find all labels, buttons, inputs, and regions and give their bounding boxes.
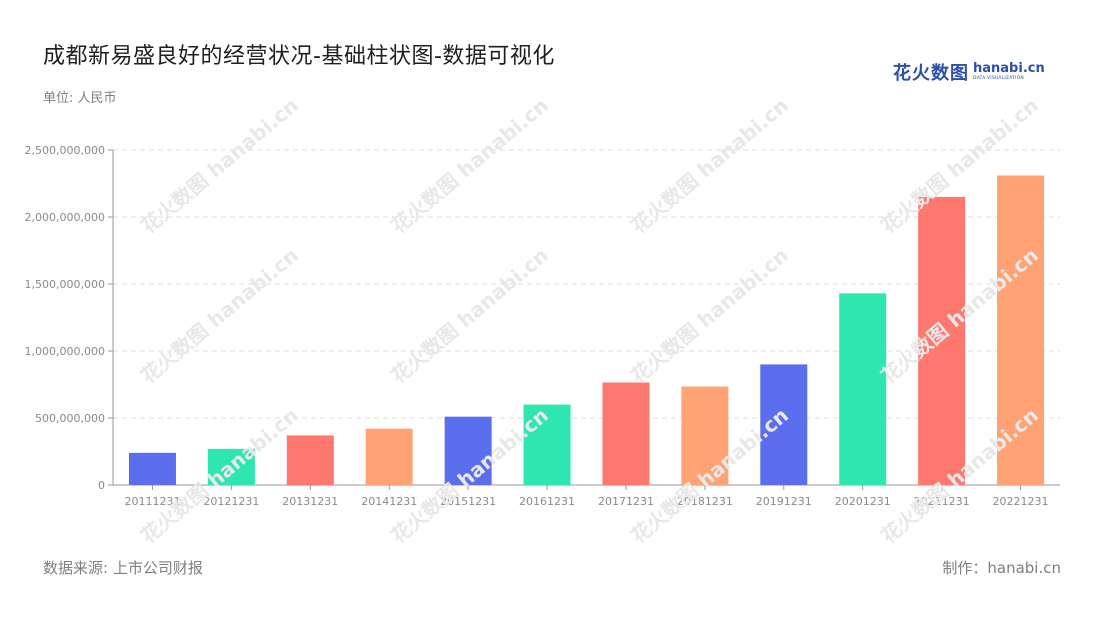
x-tick-label: 20121231 [203,495,259,508]
x-tick-label: 20211231 [914,495,970,508]
data-source: 数据来源: 上市公司财报 [43,559,203,577]
brand-en-block: hanabi.cn DATA VISUALIZATION [973,62,1045,82]
brand-subtitle: DATA VISUALIZATION [973,76,1024,82]
brand-en-text: hanabi.cn [973,61,1045,77]
bar [602,382,650,485]
y-tick-label: 1,000,000,000 [25,345,105,358]
y-tick-label: 1,500,000,000 [25,278,105,291]
x-tick-label: 20151231 [440,495,496,508]
x-tick-label: 20131231 [282,495,338,508]
bar [760,364,808,485]
bar [523,404,571,485]
x-tick-label: 20171231 [598,495,654,508]
bar [681,386,729,485]
bar [128,452,176,485]
brand-cn-text: 花火数图 [893,63,969,84]
x-tick-label: 20111231 [124,495,180,508]
x-tick-label: 20221231 [993,495,1049,508]
bar [365,428,413,485]
maker-credit: 制作：hanabi.cn [942,559,1061,577]
bar [286,435,334,485]
y-tick-label: 2,500,000,000 [25,144,105,157]
y-tick-label: 500,000,000 [35,412,105,425]
bar [918,196,966,485]
bar [207,448,255,485]
x-tick-label: 20141231 [361,495,417,508]
bar [839,293,887,485]
y-tick-label: 2,000,000,000 [25,211,105,224]
chart-title: 成都新易盛良好的经营状况-基础柱状图-数据可视化 [43,44,555,69]
y-tick-label: 0 [98,479,105,492]
x-tick-label: 20191231 [756,495,812,508]
x-tick-label: 20181231 [677,495,733,508]
bar [997,175,1045,485]
brand-logo: 花火数图 hanabi.cn DATA VISUALIZATION [893,58,1045,86]
x-tick-label: 20161231 [519,495,575,508]
unit-label: 单位: 人民币 [43,91,117,106]
x-tick-label: 20201231 [835,495,891,508]
bar [444,416,492,485]
